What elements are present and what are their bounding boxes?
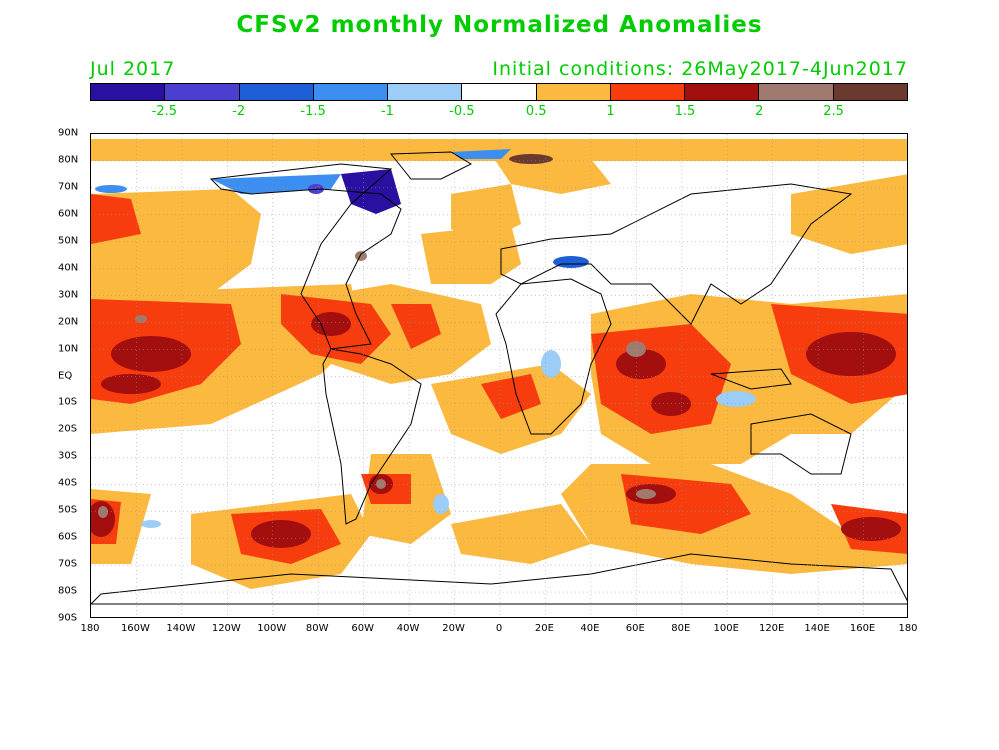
longitude-label: 100E xyxy=(713,623,739,634)
longitude-label: 20W xyxy=(442,623,465,634)
color-scale-label: -2 xyxy=(232,104,246,119)
latitude-label: 80S xyxy=(58,585,78,597)
color-scale-label: -1.5 xyxy=(300,104,326,119)
latitude-label: 90N xyxy=(58,127,79,139)
color-scale-swatch xyxy=(833,84,907,100)
longitude-label: 80W xyxy=(305,623,329,634)
anomaly-darkbrown-layer xyxy=(509,154,553,164)
color-scale-label: -1 xyxy=(380,104,394,119)
color-scale-label: 2 xyxy=(755,104,764,119)
latitude-label: 50S xyxy=(58,504,78,516)
latitude-label: 30N xyxy=(58,289,79,301)
map-canvas xyxy=(91,134,907,617)
anomaly-red-layer xyxy=(91,194,907,564)
color-scale-swatch xyxy=(388,84,463,100)
longitude-label: 80E xyxy=(671,623,691,634)
latitude-label: 40N xyxy=(58,262,79,274)
latitude-label: 40S xyxy=(58,477,78,489)
longitude-label: 180 xyxy=(898,623,918,634)
color-scale-swatch xyxy=(685,84,760,100)
coastlines xyxy=(91,151,907,605)
color-scale-swatch xyxy=(239,84,314,100)
color-scale-label: -0.5 xyxy=(449,104,475,119)
latitude-label: EQ xyxy=(58,370,73,381)
latitude-label: 90S xyxy=(58,612,78,624)
longitude-label: 140W xyxy=(166,623,196,634)
longitude-label: 160W xyxy=(120,623,150,634)
color-scale-label: 1.5 xyxy=(674,104,696,119)
latitude-label: 10S xyxy=(58,396,78,408)
latitude-label: 30S xyxy=(58,450,78,462)
longitude-label: 120W xyxy=(211,623,241,634)
latitude-label: 70N xyxy=(58,181,79,193)
latitude-label: 60S xyxy=(58,531,78,543)
longitude-label: 40W xyxy=(396,623,420,634)
longitude-label: 140E xyxy=(804,623,830,634)
initial-conditions: Initial conditions: 26May2017-4Jun2017 xyxy=(492,58,908,80)
anomaly-map xyxy=(90,133,908,618)
color-scale-swatch xyxy=(313,84,389,100)
color-scale-swatch xyxy=(462,84,537,100)
color-scale-swatch xyxy=(91,84,166,100)
longitude-label: 120E xyxy=(758,623,785,634)
anomaly-brown-layer xyxy=(98,251,656,518)
graticule xyxy=(91,134,907,617)
latitude-label: 20S xyxy=(58,423,78,435)
longitude-label: 20E xyxy=(534,623,554,634)
longitude-label: 100W xyxy=(257,623,287,634)
color-scale-swatch xyxy=(536,84,611,100)
latitude-label: 10N xyxy=(58,343,79,355)
color-scale-label: 1 xyxy=(606,104,615,119)
longitude-label: 40E xyxy=(580,623,600,634)
latitude-label: 70S xyxy=(58,558,78,570)
forecast-month: Jul 2017 xyxy=(90,58,176,80)
color-scale-label: 0.5 xyxy=(525,104,547,119)
longitude-label: 160E xyxy=(849,623,876,634)
color-scale-label: 2.5 xyxy=(823,104,844,119)
longitude-label: 60E xyxy=(625,623,645,634)
color-scale-bar xyxy=(90,83,908,101)
color-scale-swatch xyxy=(165,84,240,100)
color-scale-swatch xyxy=(610,84,686,100)
longitude-label: 180 xyxy=(80,623,100,634)
anomaly-blue-layer xyxy=(95,149,756,528)
longitude-label: 0 xyxy=(495,623,503,634)
latitude-label: 20N xyxy=(58,316,79,328)
latitude-label: 80N xyxy=(58,154,79,166)
latitude-label: 60N xyxy=(58,208,79,220)
map-title: CFSv2 monthly Normalized Anomalies xyxy=(236,12,763,38)
color-scale-label: -2.5 xyxy=(151,104,178,119)
latitude-label: 50N xyxy=(58,235,79,247)
color-scale-swatch xyxy=(759,84,834,100)
longitude-label: 60W xyxy=(351,623,374,634)
